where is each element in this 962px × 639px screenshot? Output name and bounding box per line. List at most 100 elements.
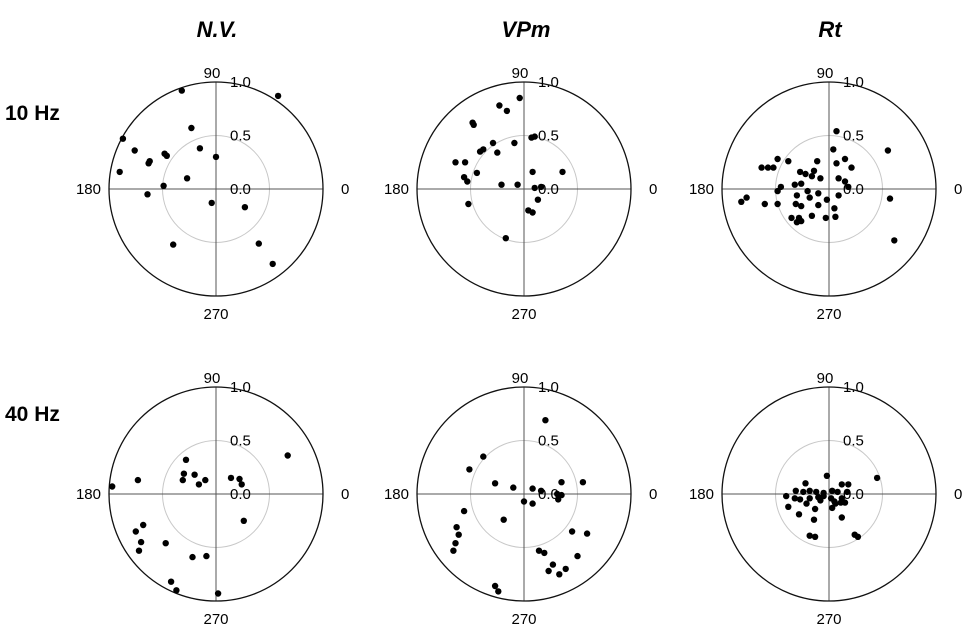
data-point xyxy=(556,571,563,578)
data-point xyxy=(140,521,147,529)
data-point xyxy=(823,472,831,479)
data-point xyxy=(815,190,822,197)
data-point xyxy=(822,214,829,222)
data-point xyxy=(579,479,587,486)
data-point xyxy=(529,485,536,492)
data-point xyxy=(170,241,177,248)
data-point xyxy=(466,466,473,473)
data-point xyxy=(160,182,167,189)
data-point xyxy=(783,492,790,500)
data-point xyxy=(891,237,898,244)
column-title-rt: Rt xyxy=(818,17,843,42)
data-point xyxy=(208,199,215,207)
data-point xyxy=(837,499,844,506)
data-point xyxy=(806,487,813,494)
data-point xyxy=(793,192,801,199)
data-point xyxy=(793,219,801,226)
data-point xyxy=(284,452,291,459)
radial-tick-label: 1.0 xyxy=(230,379,251,396)
data-point xyxy=(132,528,139,535)
data-point xyxy=(806,495,813,502)
data-point xyxy=(785,503,792,510)
data-point xyxy=(791,181,798,188)
angle-label-90: 90 xyxy=(512,65,529,82)
angle-label-270: 270 xyxy=(816,306,841,323)
angle-label-90: 90 xyxy=(817,65,834,82)
row-labels: 10 Hz 40 Hz xyxy=(5,102,60,426)
data-point xyxy=(823,196,831,203)
data-point xyxy=(830,146,837,153)
data-point xyxy=(785,158,792,165)
angle-label-0: 0 xyxy=(341,181,349,198)
data-point xyxy=(131,147,138,154)
data-point xyxy=(476,148,484,155)
radial-tick-label: 0.0 xyxy=(230,181,251,198)
angle-label-180: 180 xyxy=(384,181,409,198)
data-point xyxy=(534,196,542,203)
angle-label-90: 90 xyxy=(817,370,834,387)
data-point xyxy=(854,533,862,540)
data-point xyxy=(545,567,552,575)
angle-label-90: 90 xyxy=(204,370,221,387)
data-point xyxy=(817,497,824,504)
data-point xyxy=(191,471,198,478)
data-point xyxy=(269,260,276,268)
data-point xyxy=(182,456,190,463)
data-point xyxy=(500,516,507,523)
data-point xyxy=(480,453,487,460)
data-point xyxy=(808,173,816,180)
data-point xyxy=(529,209,536,216)
angle-label-0: 0 xyxy=(341,486,349,503)
data-point xyxy=(453,524,460,531)
data-point xyxy=(568,528,576,535)
outer-circle xyxy=(416,81,632,297)
data-point xyxy=(137,538,145,546)
data-point xyxy=(814,158,821,165)
data-point xyxy=(531,184,538,192)
data-point xyxy=(531,133,538,140)
data-point xyxy=(134,476,142,484)
data-point xyxy=(796,496,804,503)
data-point xyxy=(761,200,768,208)
data-point xyxy=(738,198,745,205)
data-point xyxy=(455,531,462,538)
data-point xyxy=(470,121,477,128)
data-point xyxy=(109,483,116,490)
data-point xyxy=(240,517,247,524)
data-point xyxy=(810,516,818,523)
data-point xyxy=(774,187,781,195)
data-point xyxy=(195,481,203,488)
data-point xyxy=(189,553,196,561)
radial-tick-label: 0.5 xyxy=(843,128,864,145)
data-point xyxy=(559,168,566,176)
data-point xyxy=(792,200,799,208)
angle-label-180: 180 xyxy=(689,181,714,198)
data-point xyxy=(845,481,852,488)
angle-label-180: 180 xyxy=(384,486,409,503)
data-point xyxy=(227,474,235,482)
data-point xyxy=(450,547,457,554)
data-point xyxy=(135,547,143,554)
angle-label-90: 90 xyxy=(512,370,529,387)
angle-label-270: 270 xyxy=(511,611,536,628)
data-point xyxy=(167,578,175,585)
angle-label-270: 270 xyxy=(511,306,536,323)
angle-label-270: 270 xyxy=(203,611,228,628)
data-point xyxy=(758,164,765,171)
data-point xyxy=(489,139,497,147)
data-point xyxy=(212,153,220,161)
data-point xyxy=(808,212,816,219)
data-point xyxy=(583,530,591,537)
data-point xyxy=(743,194,750,201)
data-point xyxy=(452,159,459,166)
data-point xyxy=(555,496,562,503)
outer-circle xyxy=(416,386,632,602)
angle-label-0: 0 xyxy=(649,181,657,198)
radial-tick-label: 1.0 xyxy=(538,74,559,91)
data-point xyxy=(806,532,813,539)
data-point xyxy=(473,169,481,177)
radial-tick-label: 1.0 xyxy=(843,74,864,91)
data-point xyxy=(832,500,839,507)
data-point xyxy=(798,180,805,187)
